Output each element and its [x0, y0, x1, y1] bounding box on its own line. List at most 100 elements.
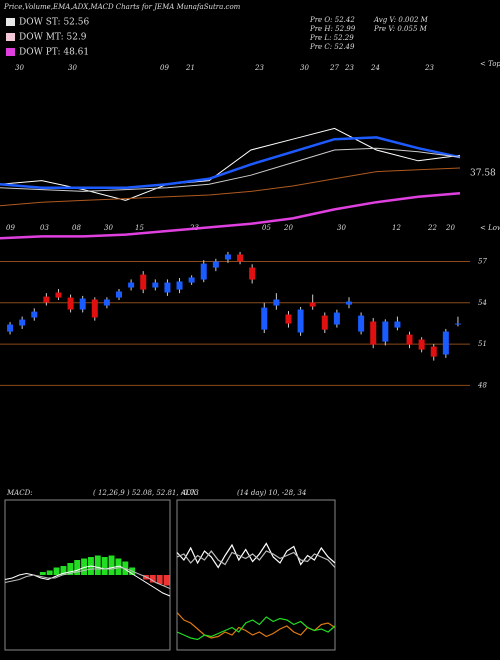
legend-swatch: [6, 48, 15, 56]
candle-body: [67, 297, 74, 310]
histogram-bar: [53, 567, 60, 575]
histogram-bar: [60, 566, 67, 575]
date-label: 09: [6, 224, 15, 232]
panel-subtitle: ( 12,26,9 ) 52.08, 52.81, -0.73: [93, 489, 199, 497]
page-title: Price,Volume,EMA,ADX,MACD Charts for JEM…: [3, 3, 241, 11]
candle-body: [55, 292, 62, 298]
candle-body: [19, 319, 26, 326]
legend-label: DOW ST: 52.56: [19, 18, 89, 28]
date-label: 15: [135, 224, 144, 232]
candle-body: [358, 315, 365, 332]
date-label: 03: [40, 224, 49, 232]
histogram-bar: [39, 572, 46, 575]
candle-body: [128, 282, 135, 288]
histogram-bar: [108, 555, 115, 575]
candle-body: [309, 302, 316, 307]
y-tick-label: 48: [477, 381, 487, 389]
panel-title: MACD:: [6, 489, 33, 497]
candle-body: [418, 339, 425, 350]
candle-body: [261, 307, 268, 330]
legend-swatch: [6, 18, 15, 26]
candle-body: [285, 314, 292, 324]
candle-body: [164, 282, 171, 293]
panel-subtitle: (14 day) 10, -28, 34: [237, 489, 306, 497]
date-label: 27: [329, 64, 339, 72]
panel-frame: [176, 499, 336, 651]
series-line: [0, 191, 461, 240]
candle-body: [430, 346, 437, 357]
legend-label: DOW PT: 48.61: [19, 48, 89, 58]
date-label: 23: [254, 64, 264, 72]
candle-body: [237, 254, 244, 262]
candle-body: [200, 263, 207, 280]
candle-body: [297, 309, 304, 333]
legend-label: DOW MT: 52.9: [19, 33, 87, 43]
candle-body: [249, 267, 256, 280]
candle-body: [454, 323, 461, 325]
date-label: 30: [337, 224, 346, 232]
date-label: 30: [15, 64, 24, 72]
histogram-bar: [149, 575, 156, 583]
histogram-bar: [46, 570, 53, 575]
candle-body: [103, 299, 110, 306]
series-line: [176, 550, 336, 568]
y-tick-label: 57: [478, 258, 487, 266]
stat: Pre H: 52.99: [309, 25, 356, 33]
candle-body: [346, 301, 352, 305]
candle-body: [31, 311, 38, 318]
panel-title: ADX: [180, 489, 198, 497]
histogram-bar: [94, 555, 101, 575]
histogram-bar: [163, 575, 170, 586]
candle-body: [116, 291, 122, 298]
candle-body: [140, 274, 147, 290]
last-label: 37.58: [470, 169, 496, 179]
candle-body: [7, 324, 14, 332]
date-label: 20: [283, 224, 293, 232]
date-label: 30: [300, 64, 309, 72]
date-label: 24: [370, 64, 380, 72]
candle-body: [212, 261, 219, 268]
candle-body: [333, 312, 340, 325]
lows-label: < Lows: [480, 224, 500, 232]
date-label: 20: [445, 224, 455, 232]
candle-body: [188, 277, 195, 283]
stat: Pre V: 0.055 M: [373, 25, 428, 33]
date-label: 30: [68, 64, 77, 72]
candle-body: [442, 331, 449, 355]
candle-body: [382, 321, 389, 342]
y-tick-label: 54: [478, 299, 487, 307]
date-label: 21: [185, 64, 195, 72]
series-line: [4, 566, 171, 589]
histogram-bar: [101, 557, 108, 575]
series-line: [176, 616, 336, 641]
date-label: 08: [72, 224, 81, 232]
series-line: [0, 167, 461, 207]
candle-body: [321, 315, 328, 330]
candle-body: [152, 282, 159, 288]
date-label: 23: [424, 64, 434, 72]
series-line: [0, 127, 461, 201]
candle-body: [394, 321, 401, 328]
candle-body: [43, 296, 50, 303]
date-label: 23: [344, 64, 354, 72]
histogram-bar: [156, 575, 163, 584]
candle-body: [224, 254, 231, 260]
histogram-bar: [67, 563, 74, 575]
histogram-bar: [81, 558, 87, 575]
date-label: 30: [104, 224, 113, 232]
histogram-bar: [74, 560, 81, 575]
candle-body: [370, 321, 377, 345]
candle-body: [406, 334, 413, 345]
candle-body: [273, 299, 280, 306]
candle-body: [79, 298, 86, 310]
stat: Pre L: 52.29: [309, 34, 354, 42]
candle-body: [91, 299, 98, 318]
series-line: [0, 147, 461, 192]
candle-body: [176, 281, 183, 290]
stat: Pre C: 52.49: [309, 43, 355, 51]
date-label: 09: [160, 64, 169, 72]
stat: Pre O: 52.42: [309, 16, 355, 24]
tops-label: < Tops: [480, 60, 500, 68]
